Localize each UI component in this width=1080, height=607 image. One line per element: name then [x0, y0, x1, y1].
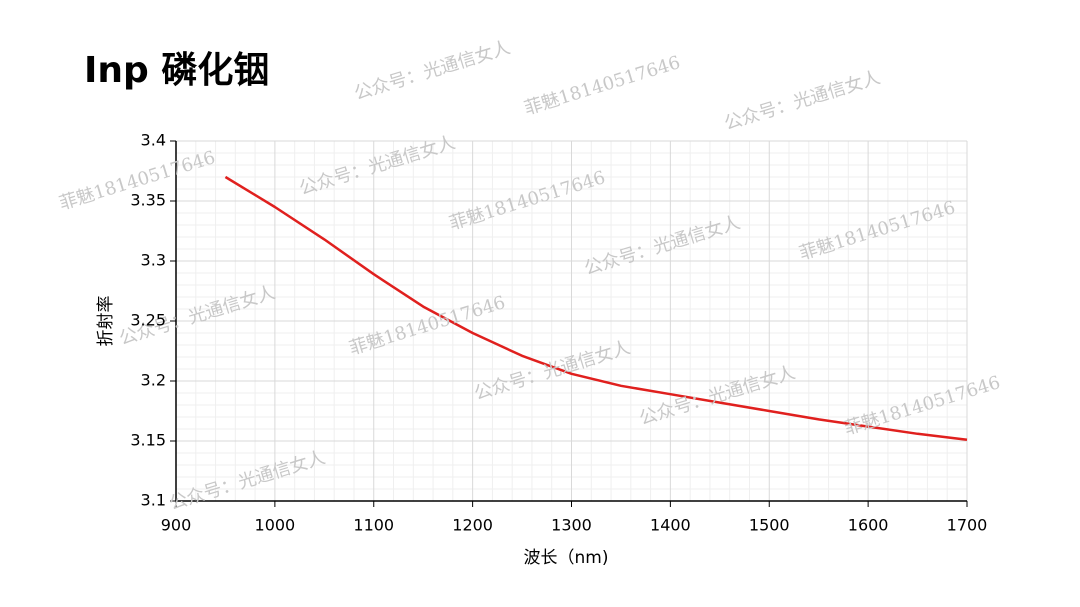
grid	[175, 140, 968, 502]
watermark: 公众号：光通信女人	[167, 447, 328, 514]
x-axis-label: 波长（nm)	[524, 548, 609, 568]
watermark: 菲魅18140517646	[522, 52, 683, 119]
watermark: 公众号：光通信女人	[722, 67, 883, 134]
y-tick-label: 3.25	[130, 311, 166, 330]
watermark: 公众号：光通信女人	[582, 212, 743, 279]
y-tick-label: 3.35	[130, 191, 166, 210]
x-tick-label: 1400	[650, 516, 691, 535]
x-tick-label: 1100	[353, 516, 394, 535]
watermark: 公众号：光通信女人	[352, 37, 513, 104]
x-tick-label: 1500	[749, 516, 790, 535]
x-tick-label: 1600	[848, 516, 889, 535]
x-tick-label: 1300	[551, 516, 592, 535]
watermark: 公众号：光通信女人	[637, 362, 798, 429]
x-tick-label: 1700	[947, 516, 988, 535]
y-tick-label: 3.2	[141, 371, 166, 390]
y-tick-label: 3.4	[141, 131, 166, 150]
y-tick-label: 3.1	[141, 491, 166, 510]
chart-title: Inp 磷化铟	[84, 50, 269, 91]
x-tick-label: 1200	[452, 516, 493, 535]
data-line	[224, 175, 968, 442]
watermarks: 公众号：光通信女人 菲魅18140517646 公众号：光通信女人菲魅1814051…	[57, 37, 1003, 514]
x-tick-label: 900	[161, 516, 192, 535]
y-tick-label: 3.15	[130, 431, 166, 450]
y-axis-label: 折射率	[96, 296, 116, 347]
watermark: 菲魅18140517646	[797, 197, 958, 264]
watermark: 公众号：光通信女人	[472, 337, 633, 404]
watermark: 菲魅18140517646	[347, 292, 508, 359]
x-tick-label: 1000	[255, 516, 296, 535]
y-tick-label: 3.3	[141, 251, 166, 270]
plot	[170, 140, 968, 507]
